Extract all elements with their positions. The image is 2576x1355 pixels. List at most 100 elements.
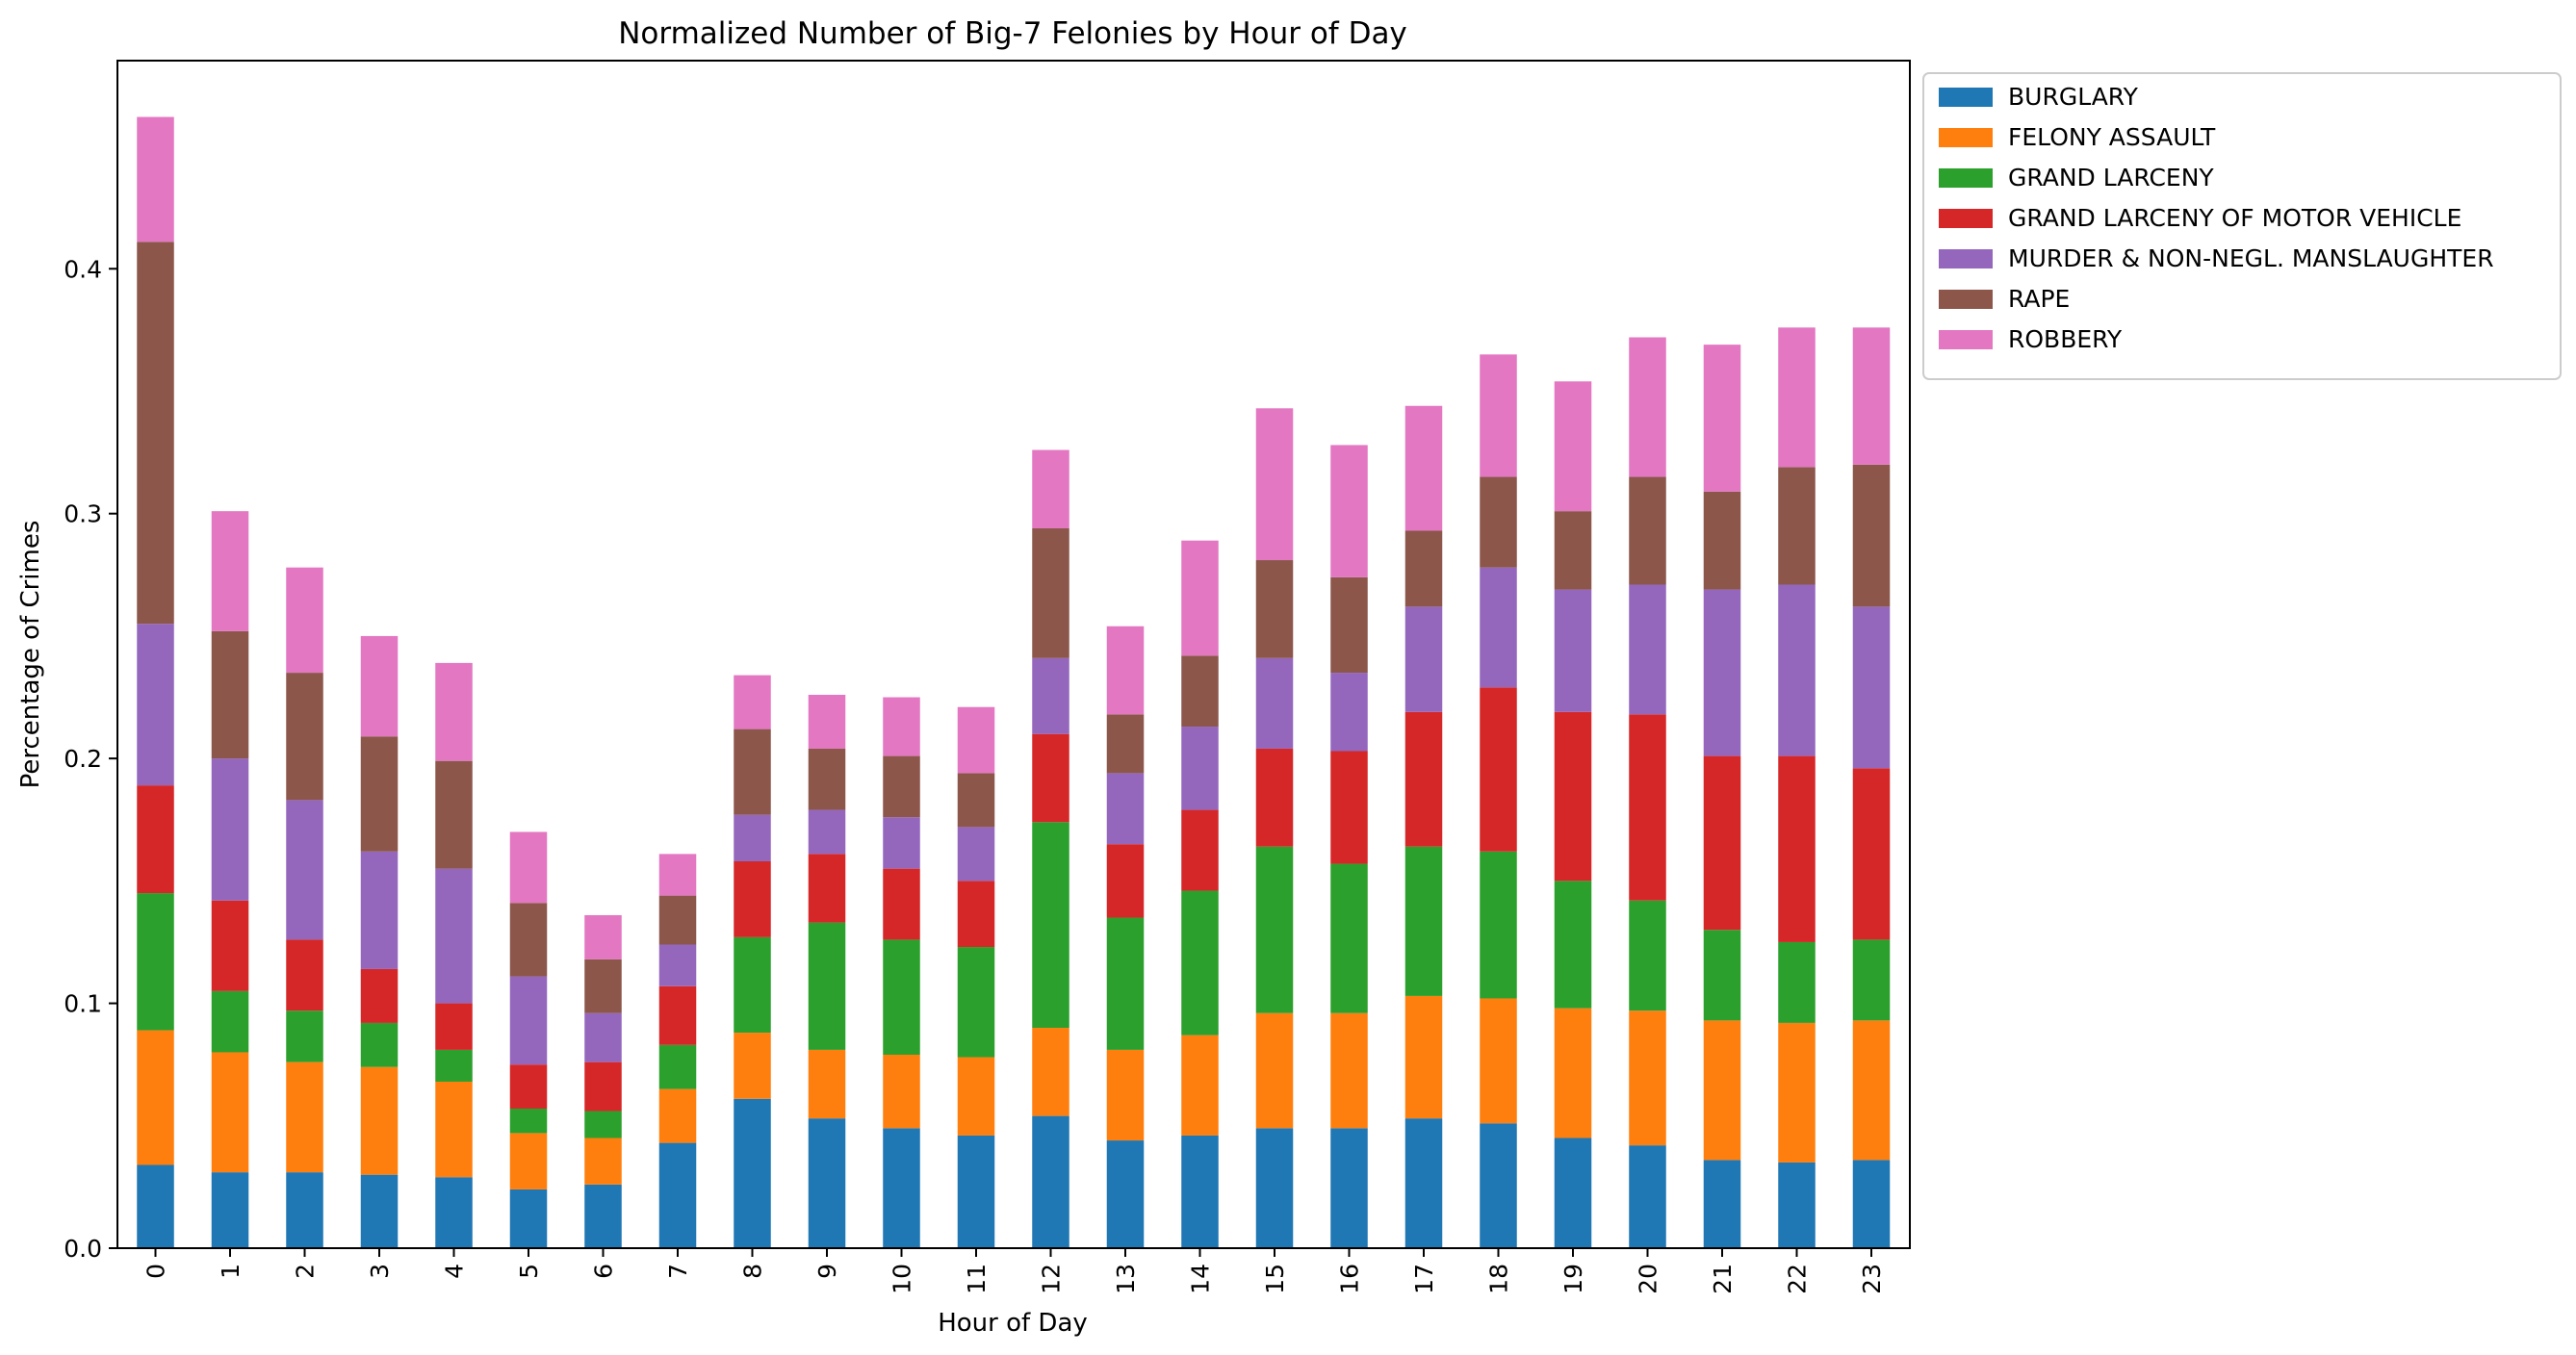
bar-segment [734,729,771,815]
bar-segment [584,1061,622,1112]
bar-segment [808,1118,846,1248]
bar-segment [211,1052,249,1173]
bar-segment [435,1177,473,1248]
bar-segment [435,760,473,869]
bar-segment [1629,1145,1666,1248]
bar-segment [808,748,846,810]
x-axis: 0 1 2 3 4 5 6 7 8 9 10 11 12 13 14 15 16 17 18 19 20 21 22 23 [142,1248,1886,1294]
bar-segment [1554,1008,1592,1138]
bar-segment [1629,714,1666,901]
legend-swatch [1939,88,1993,107]
bar-segment [1703,1160,1741,1248]
bar-segment [1255,748,1294,847]
bar-segment [360,1022,399,1067]
bar-segment [584,1012,622,1062]
bar-segment [1255,846,1294,1013]
bar-segment [360,851,399,969]
bar-segment [808,809,846,855]
legend-label: ROBBERY [2008,325,2123,353]
bar-segment [286,939,323,1011]
y-axis: 0.0 0.1 0.2 0.3 0.4 [64,255,117,1263]
bar-segment [1703,491,1741,590]
bar-segment [1480,1123,1517,1248]
bar-segment [1778,467,1816,585]
x-tick-label: 21 [1709,1264,1737,1294]
bar-segment [286,1172,323,1248]
x-tick-label: 23 [1858,1264,1886,1294]
bar-segment [1404,405,1443,531]
bar-segment [1480,354,1517,477]
bar-segment [211,1172,249,1248]
bar-segment [584,959,622,1013]
x-tick-label: 9 [813,1264,841,1279]
bar-segment [1480,687,1517,852]
bar-segment [1852,939,1891,1021]
bar-segment [734,675,771,729]
legend-label: BURGLARY [2008,83,2139,111]
bar-segment [1554,511,1592,590]
bar-segment [734,814,771,861]
bar-segment [1032,733,1069,823]
x-tick-label: 19 [1559,1264,1587,1294]
bar-segment [584,1138,622,1185]
bar-segment [1255,1128,1294,1248]
bar-segment [808,854,846,923]
bar-segment [1181,1035,1219,1136]
bar-segment [1032,527,1069,658]
bar-segment [1106,626,1145,715]
bar-segment [1330,751,1368,864]
bar-segment [509,1108,548,1134]
bar-segment [435,1003,473,1050]
bar-segment [1629,337,1666,477]
bar-segment [509,831,548,904]
x-tick-label: 12 [1038,1264,1066,1294]
bar-segment [1330,445,1368,577]
bar-segment [734,936,771,1034]
y-tick-label: 0.2 [64,745,102,773]
bar-segment [1181,1135,1219,1248]
bar-segment [1703,930,1741,1021]
x-tick-label: 4 [441,1264,469,1279]
x-tick-label: 2 [292,1264,320,1279]
x-tick-label: 22 [1784,1264,1812,1294]
bar-segment [1480,851,1517,999]
bar-segment [1106,917,1145,1050]
bar-segment [1554,711,1592,882]
bar-segment [658,1142,697,1248]
bar-segment [1778,327,1816,468]
bar-segment [1554,1138,1592,1248]
bar-segment [658,944,697,986]
bar-segment [1629,584,1666,715]
bar-segment [883,755,920,818]
y-tick-label: 0.3 [64,500,102,528]
bar-segment [1554,589,1592,712]
bar-segment [1181,655,1219,728]
bar-segment [1330,673,1368,752]
bar-segment [1404,1118,1443,1248]
bar-segment [1778,941,1816,1023]
bar-segment [658,985,697,1045]
bar-segment [211,511,249,631]
x-tick-label: 0 [142,1264,170,1279]
y-axis-title: Percentage of Crimes [16,521,45,789]
legend-swatch [1939,209,1993,228]
bar-segment [211,990,249,1053]
bar-segment [1554,881,1592,1009]
x-tick-label: 20 [1635,1264,1662,1294]
legend-swatch [1939,330,1993,349]
bar-segment [1330,1128,1368,1248]
x-tick-label: 3 [366,1264,394,1279]
legend-swatch [1939,249,1993,268]
bar-segment [1330,863,1368,1013]
bar-segment [957,706,995,774]
legend-label: RAPE [2008,285,2070,313]
bar-segment [734,861,771,937]
bar-segment [957,947,995,1058]
bar-segment [1032,657,1069,734]
bar-segment [1032,1115,1069,1248]
x-tick-label: 11 [963,1264,991,1294]
bar-segment [360,1066,399,1175]
bar-segment [658,1088,697,1143]
bar-segment [1255,560,1294,658]
legend: BURGLARY FELONY ASSAULT GRAND LARCENY GRAND… [1922,72,2562,380]
